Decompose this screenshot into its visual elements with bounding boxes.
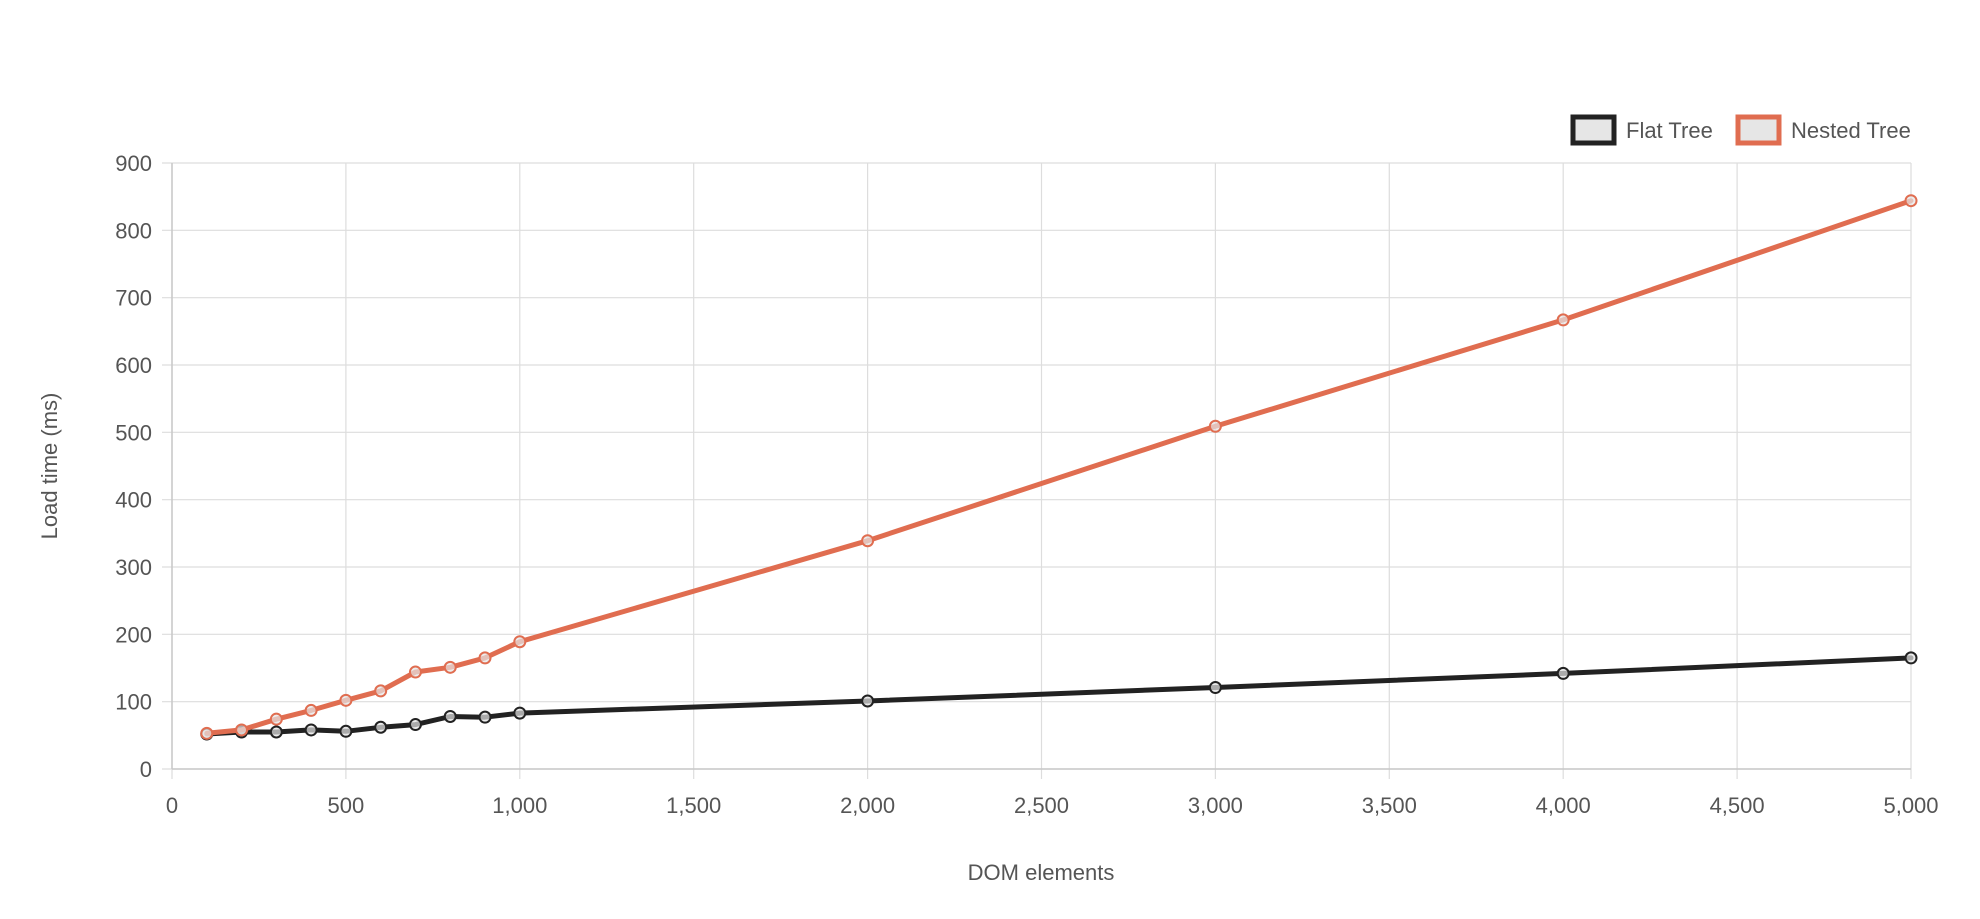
legend-swatch-flat-tree bbox=[1570, 114, 1617, 146]
y-tick-label: 200 bbox=[115, 622, 152, 647]
flat-tree-point[interactable] bbox=[478, 710, 492, 724]
y-tick-label: 600 bbox=[115, 353, 152, 378]
legend-item-nested-tree[interactable]: Nested Tree bbox=[1735, 114, 1911, 146]
nested-tree-point[interactable] bbox=[408, 665, 422, 679]
nested-tree-point[interactable] bbox=[235, 723, 249, 737]
legend-label-nested-tree: Nested Tree bbox=[1791, 118, 1911, 143]
x-tick-label: 4,000 bbox=[1536, 793, 1591, 818]
nested-tree-point[interactable] bbox=[443, 660, 457, 674]
x-tick-label: 5,000 bbox=[1883, 793, 1938, 818]
x-tick-label: 2,500 bbox=[1014, 793, 1069, 818]
flat-tree-point[interactable] bbox=[443, 709, 457, 723]
flat-tree-point[interactable] bbox=[1556, 666, 1570, 680]
nested-tree-point[interactable] bbox=[269, 712, 283, 726]
x-tick-label: 500 bbox=[328, 793, 365, 818]
flat-tree-point[interactable] bbox=[408, 718, 422, 732]
grid-lines bbox=[162, 162, 1912, 779]
legend-label-flat-tree: Flat Tree bbox=[1626, 118, 1713, 143]
flat-tree-point[interactable] bbox=[861, 694, 875, 708]
nested-tree-point[interactable] bbox=[200, 726, 214, 740]
flat-tree-line bbox=[204, 655, 1914, 737]
x-tick-label: 3,500 bbox=[1362, 793, 1417, 818]
nested-tree-point[interactable] bbox=[1904, 194, 1918, 208]
x-tick-label: 2,000 bbox=[840, 793, 895, 818]
y-tick-label: 100 bbox=[115, 690, 152, 715]
nested-tree-line bbox=[204, 198, 1914, 736]
y-axis-title: Load time (ms) bbox=[37, 393, 62, 540]
legend[interactable]: Flat Tree Nested Tree bbox=[1570, 114, 1911, 146]
flat-tree-point[interactable] bbox=[339, 724, 353, 738]
y-tick-label: 700 bbox=[115, 286, 152, 311]
axes: 0 500 1,000 1,500 2,000 2,500 3,000 3,500 4,000 4… bbox=[115, 151, 1938, 818]
nested-tree-point[interactable] bbox=[1208, 419, 1222, 433]
legend-swatch-nested-tree bbox=[1735, 114, 1782, 146]
y-tick-label: 400 bbox=[115, 488, 152, 513]
y-tick-label: 300 bbox=[115, 555, 152, 580]
y-tick-label: 0 bbox=[140, 757, 152, 782]
y-tick-label: 900 bbox=[115, 151, 152, 176]
nested-tree-point[interactable] bbox=[374, 684, 388, 698]
flat-tree-point[interactable] bbox=[1208, 681, 1222, 695]
x-tick-label: 4,500 bbox=[1710, 793, 1765, 818]
nested-tree-point[interactable] bbox=[513, 635, 527, 649]
nested-tree-point[interactable] bbox=[1556, 313, 1570, 327]
nested-tree-point[interactable] bbox=[861, 534, 875, 548]
x-tick-label: 0 bbox=[166, 793, 178, 818]
flat-tree-point[interactable] bbox=[269, 725, 283, 739]
flat-tree-point[interactable] bbox=[374, 720, 388, 734]
nested-tree-point[interactable] bbox=[304, 703, 318, 717]
flat-tree-point[interactable] bbox=[513, 706, 527, 720]
flat-tree-point[interactable] bbox=[1904, 651, 1918, 665]
x-tick-label: 1,000 bbox=[492, 793, 547, 818]
nested-tree-point[interactable] bbox=[478, 651, 492, 665]
x-tick-label: 1,500 bbox=[666, 793, 721, 818]
y-tick-label: 500 bbox=[115, 420, 152, 445]
y-tick-label: 800 bbox=[115, 218, 152, 243]
legend-item-flat-tree[interactable]: Flat Tree bbox=[1570, 114, 1713, 146]
x-tick-label: 3,000 bbox=[1188, 793, 1243, 818]
x-axis-title: DOM elements bbox=[968, 860, 1115, 885]
flat-tree-point[interactable] bbox=[304, 723, 318, 737]
series-layer bbox=[200, 194, 1918, 741]
nested-tree-point[interactable] bbox=[339, 693, 353, 707]
